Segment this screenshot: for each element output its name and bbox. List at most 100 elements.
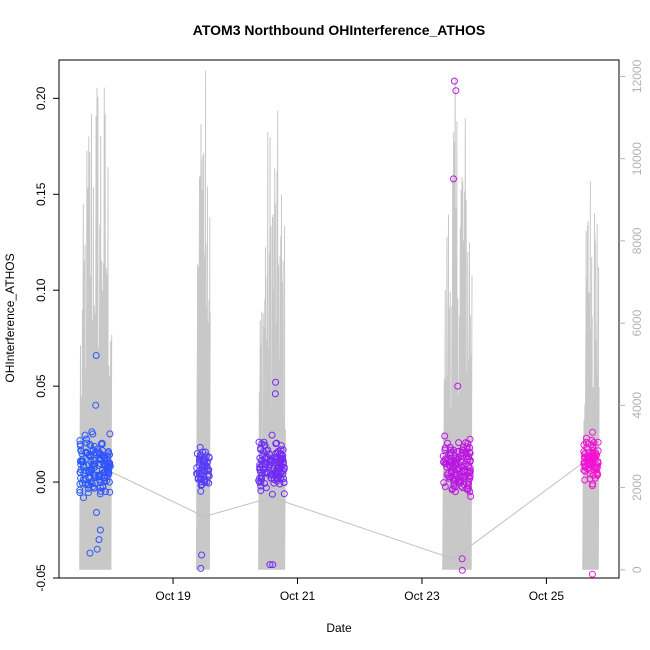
data-point [83,435,90,443]
data-point [463,485,471,493]
data-point [85,469,93,477]
data-point [447,449,455,456]
data-point-outlier [96,526,104,534]
data-point [466,449,474,457]
data-point [261,460,269,468]
x-axis-label: Date [326,621,352,635]
data-point [582,438,590,446]
data-point-outlier [86,549,94,557]
data-point-outlier [197,564,205,572]
data-point [106,488,114,496]
data-point [451,468,459,476]
data-point [93,509,100,516]
data-point [277,469,285,477]
data-point [280,475,287,483]
data-point [261,480,269,487]
data-point [258,461,266,468]
data-point [273,461,281,469]
y2-tick-label: 6000 [630,309,644,336]
data-point [205,454,213,462]
data-point [581,462,589,470]
data-point [580,453,588,461]
data-point [76,489,84,496]
data-point [593,461,601,469]
data-point [268,490,276,498]
data-point-outlier [452,87,460,95]
data-point [78,458,86,466]
data-point [446,462,453,470]
data-point [81,480,89,488]
x-tick-label: Oct 25 [529,589,565,603]
data-point-outlier [271,390,279,398]
data-point [466,472,474,480]
data-point [269,456,277,464]
data-point [88,461,96,469]
secondary-series-flight [582,181,600,570]
secondary-series-flight [195,70,211,570]
data-point-outlier [269,561,277,569]
data-point [451,483,459,491]
data-point [449,475,457,483]
data-point-outlier [588,570,596,578]
data-point [91,479,99,487]
data-point-outlier [450,77,458,85]
data-point [279,446,287,454]
data-point [205,466,213,474]
data-point [257,487,265,495]
data-point [440,458,447,466]
data-point [580,466,588,474]
data-point [76,468,84,476]
data-point [76,486,84,494]
data-point [261,441,269,449]
data-point [256,454,264,462]
data-point [85,474,93,482]
data-point-outlier [92,352,100,359]
data-point [589,447,597,455]
secondary-series-flight [79,87,113,570]
data-point [466,435,474,443]
data-point [458,458,466,466]
data-point [203,462,211,470]
data-point [462,439,470,447]
y-tick-label: 0.05 [34,374,48,398]
data-point [257,474,265,482]
data-point [466,464,474,472]
x-tick-label: Oct 21 [280,589,316,603]
data-point [194,475,202,483]
data-point [95,462,103,469]
data-point [268,470,276,478]
data-point [80,494,87,502]
data-point [594,438,602,446]
data-point [84,489,92,497]
data-point [448,458,455,465]
y2-tick-label: 4000 [630,392,644,419]
data-point [593,471,601,479]
data-point [196,456,204,464]
data-point [85,452,93,460]
data-point [100,460,108,467]
data-point [93,449,101,457]
data-point [83,439,91,447]
data-point [589,428,596,436]
data-point [255,438,263,446]
data-point [96,490,104,498]
data-point [280,490,288,498]
data-point [96,479,104,487]
data-point [587,459,594,467]
y2-tick-label: 10000 [630,142,644,176]
x-tick-label: Oct 23 [404,589,440,603]
data-point [456,472,464,480]
y-tick-label: 0.10 [34,278,48,302]
data-point [458,449,466,456]
data-point-outlier [272,378,280,386]
data-point [264,470,272,478]
data-point [101,472,109,480]
data-point [280,479,288,487]
data-point [262,484,270,492]
data-point [448,460,456,468]
plot-area: -0.05 0.00 0.05 0.10 0.15 0.20 0 2000 4000 6000 80… [34,59,644,603]
data-point [97,440,105,448]
data-point [589,444,597,452]
data-point [467,492,475,500]
data-point [105,470,112,478]
